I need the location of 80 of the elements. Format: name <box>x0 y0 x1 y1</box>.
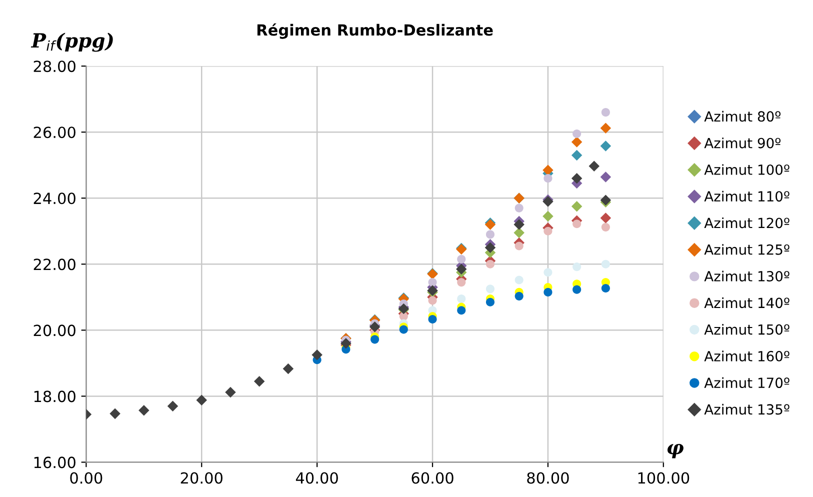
point <box>600 212 612 224</box>
legend-label: Azimut 150º <box>704 324 790 335</box>
point <box>544 226 552 236</box>
point <box>457 294 466 304</box>
point <box>486 298 495 306</box>
point <box>600 122 612 134</box>
point <box>601 260 610 268</box>
x-axis-title: φ <box>667 444 684 458</box>
x-tick-label: 40.00 <box>296 472 338 484</box>
point <box>514 204 524 212</box>
point <box>571 150 582 161</box>
point <box>542 164 554 176</box>
y-tick-label: 28.00 <box>34 60 76 72</box>
point <box>514 219 524 230</box>
point <box>196 394 208 406</box>
legend-label: Azimut 110º <box>704 190 790 202</box>
point <box>572 262 582 272</box>
point <box>600 140 612 152</box>
point <box>110 408 120 420</box>
x-tick-label: 0.00 <box>70 472 102 484</box>
point <box>571 201 582 212</box>
point <box>600 172 612 182</box>
chart-title: Régimen Rumbo-Deslizante <box>257 23 493 39</box>
point <box>457 278 466 287</box>
point <box>399 325 408 334</box>
point <box>456 264 467 274</box>
legend-label: Azimut 140º <box>704 297 790 308</box>
point <box>571 136 582 148</box>
point <box>484 242 496 254</box>
legend-label: Azimut 170º <box>704 377 790 388</box>
y-tick-label: 22.00 <box>34 258 76 270</box>
legend-label: Azimut 130º <box>704 270 790 282</box>
point <box>588 160 600 172</box>
y-tick-label: 24.00 <box>34 192 76 204</box>
point <box>514 227 524 238</box>
point <box>544 268 552 277</box>
point <box>514 276 524 284</box>
legend-label: Azimut 120º <box>704 217 790 228</box>
point <box>601 222 610 232</box>
point <box>486 230 495 239</box>
x-tick-label: 100.00 <box>638 472 690 484</box>
point <box>312 350 322 360</box>
point <box>601 108 610 117</box>
point <box>572 129 582 138</box>
point <box>572 285 582 294</box>
legend-label: Azimut 160º <box>704 350 790 362</box>
point <box>282 363 294 374</box>
point <box>514 242 524 250</box>
x-tick-label: 60.00 <box>412 472 454 484</box>
legend-label: Azimut 135º <box>704 404 790 415</box>
point <box>138 405 150 416</box>
y-tick-label: 20.00 <box>34 324 76 336</box>
y-tick-label: 18.00 <box>34 390 76 402</box>
point <box>571 172 582 184</box>
point <box>544 288 552 296</box>
legend-label: Azimut 100º <box>704 164 790 175</box>
point <box>225 386 236 398</box>
point <box>572 220 582 228</box>
y-axis-title: P$_{if}$(ppg) <box>30 32 113 52</box>
point <box>428 278 437 287</box>
point <box>167 400 178 412</box>
point <box>428 315 437 324</box>
point <box>486 260 495 268</box>
point <box>370 335 380 344</box>
point <box>457 306 466 315</box>
point <box>486 284 495 294</box>
point <box>514 292 524 300</box>
point <box>544 174 552 183</box>
y-tick-label: 16.00 <box>34 456 76 468</box>
point <box>457 254 466 264</box>
point <box>542 210 554 222</box>
y-tick-label: 26.00 <box>34 126 76 138</box>
x-tick-label: 80.00 <box>527 472 569 484</box>
point <box>428 296 437 305</box>
legend-label: Azimut 125º <box>704 244 790 255</box>
x-tick-label: 20.00 <box>180 472 222 484</box>
point <box>254 376 265 387</box>
legend-label: Azimut 90º <box>704 138 781 148</box>
point <box>601 284 610 293</box>
legend-label: Azimut 80º <box>704 110 781 122</box>
